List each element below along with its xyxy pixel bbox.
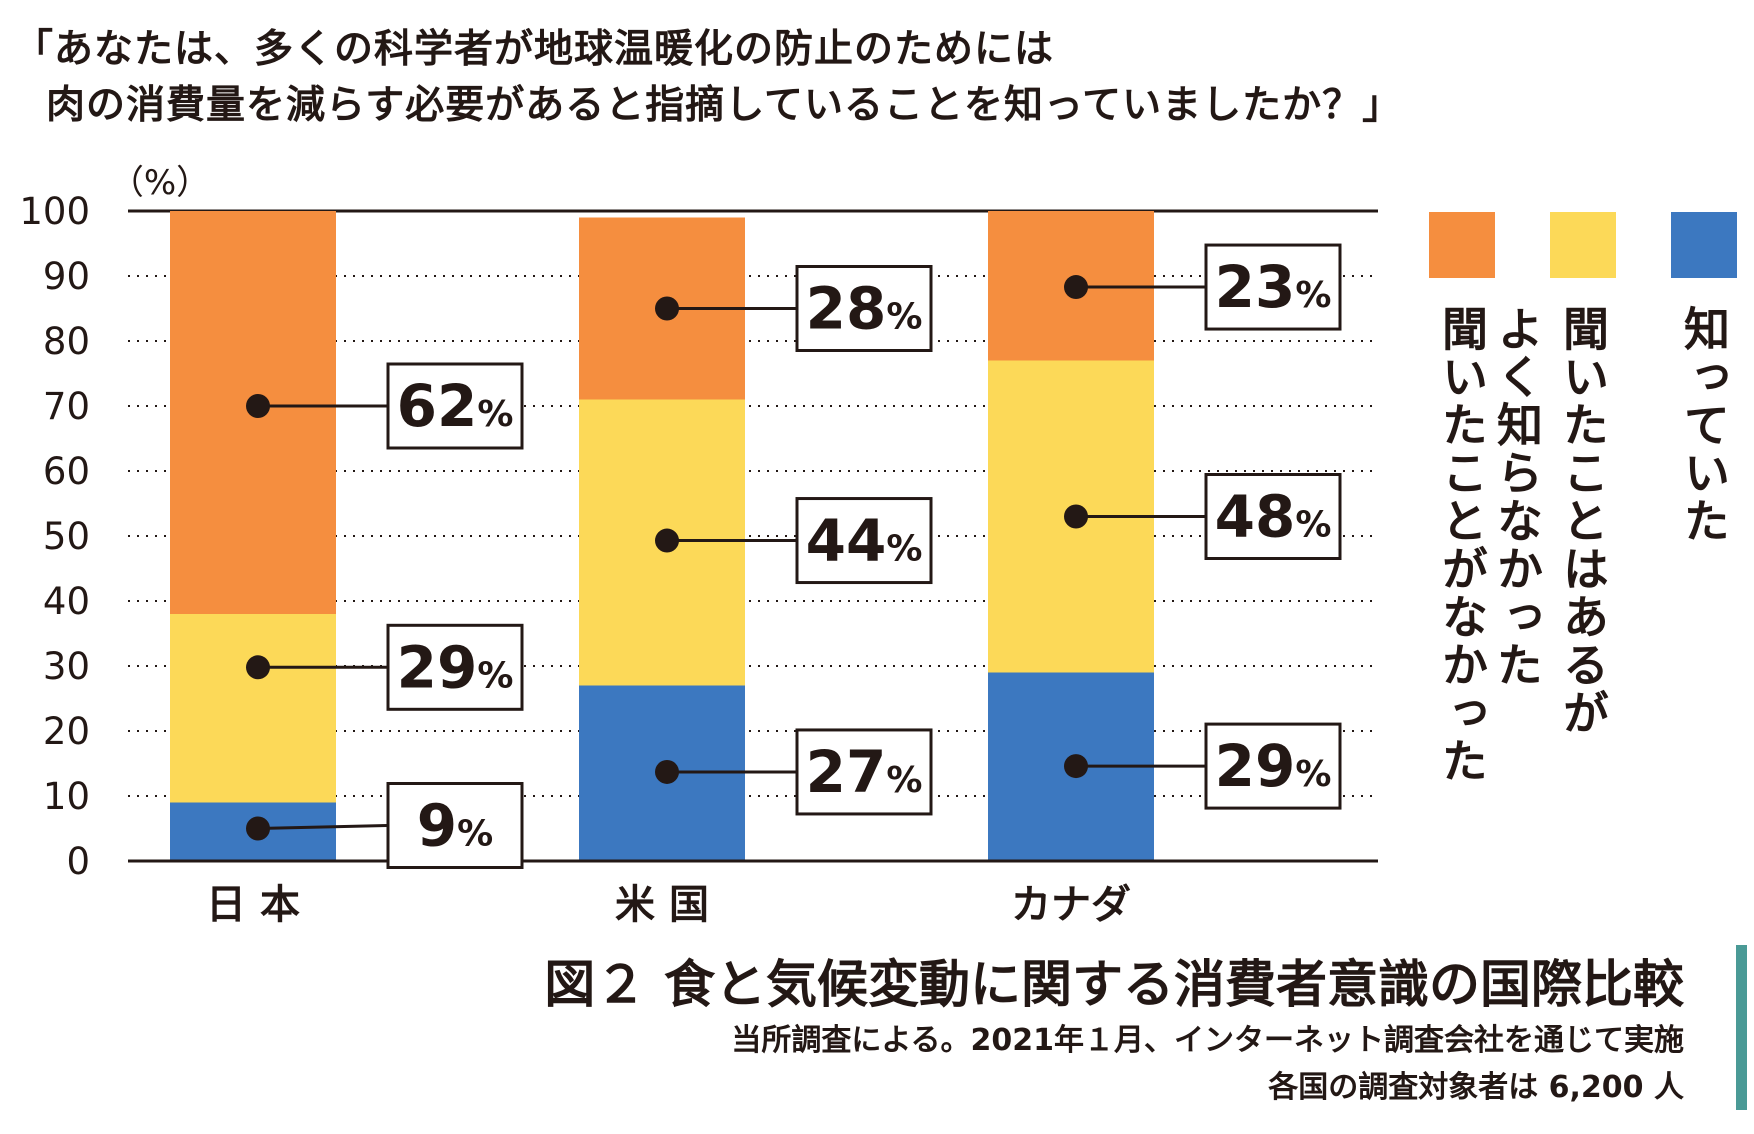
y-axis-unit: （%） [110, 163, 210, 203]
x-category-label: 日 本 [206, 882, 300, 928]
data-label: 23% [1215, 253, 1332, 321]
y-tick-label: 0 [66, 840, 90, 883]
survey-question: 「あなたは、多くの科学者が地球温暖化の防止のためには 肉の消費量を減らす必要があ… [14, 22, 1402, 134]
data-label: 9% [417, 792, 493, 860]
question-line-2: 肉の消費量を減らす必要があると指摘していることを知っていましたか？」 [46, 83, 1403, 128]
data-label-box [795, 265, 933, 352]
y-tick-label: 80 [43, 320, 90, 363]
y-tick-label: 70 [43, 385, 90, 428]
data-label-unit: % [457, 814, 493, 855]
data-label-value: 29 [397, 633, 478, 701]
data-label-value: 28 [806, 275, 887, 343]
legend-swatch-never-heard [1429, 212, 1495, 278]
data-label: 44% [806, 507, 923, 575]
data-label-unit: % [477, 655, 513, 696]
legend-label-heard-not-well-line-1: 聞いたことはあるが [1556, 305, 1610, 737]
y-tick-label: 20 [43, 710, 90, 753]
data-label: 29% [1215, 732, 1332, 800]
data-label-unit: % [886, 297, 922, 338]
data-label-value: 9 [417, 792, 457, 860]
data-point-dot [246, 394, 270, 418]
data-label-box [386, 782, 524, 869]
y-tick-label: 30 [43, 645, 90, 688]
data-label: 28% [806, 275, 923, 343]
data-label: 27% [806, 738, 923, 806]
figure-note-method: 当所調査による。2021年１月、インターネット調査会社を通じて実施 [731, 1023, 1684, 1058]
data-label-value: 48 [1215, 483, 1296, 551]
y-tick-label: 50 [43, 515, 90, 558]
question-line-1: 「あなたは、多くの科学者が地球温暖化の防止のためには [14, 27, 1055, 72]
y-tick-label: 10 [43, 775, 90, 818]
data-label-box [795, 497, 933, 585]
data-label: 29% [397, 633, 514, 701]
data-label-value: 62 [397, 372, 478, 440]
figure-title: 図２ 食と気候変動に関する消費者意識の国際比較 [544, 956, 1684, 1015]
data-label-unit: % [1295, 754, 1331, 795]
data-label-unit: % [1295, 275, 1331, 316]
data-point-dot [655, 296, 679, 321]
data-label-value: 29 [1215, 732, 1296, 800]
y-tick-label: 60 [43, 450, 90, 493]
figure-accent-bar [1736, 945, 1747, 1110]
data-point-dot [655, 759, 679, 784]
data-label-unit: % [477, 394, 513, 435]
legend-swatch-heard-not-well [1550, 212, 1616, 278]
data-label-box [386, 362, 524, 450]
data-label-unit: % [1295, 505, 1331, 546]
data-label-value: 27 [806, 738, 887, 806]
y-tick-label: 90 [43, 255, 90, 298]
data-point-dot [246, 655, 270, 680]
data-label-box [1204, 243, 1342, 331]
x-category-label: カナダ [1011, 882, 1131, 928]
data-label-box [386, 623, 524, 711]
legend-label-never-heard: 聞いたことがなかった [1435, 305, 1489, 785]
data-label-value: 44 [806, 507, 887, 575]
y-tick-label: 40 [43, 580, 90, 623]
data-point-dot [1064, 275, 1088, 300]
data-label-box [795, 728, 933, 816]
data-label: 62% [397, 372, 514, 440]
x-category-label: 米 国 [615, 882, 709, 928]
data-point-dot [655, 528, 679, 553]
stacked-bar-chart: （%）0102030405060708090100日 本米 国カナダ9%29%6… [19, 163, 1378, 928]
data-label-unit: % [886, 760, 922, 801]
legend-label-heard-not-well: 聞いたことはあるが よく知らなかった [1490, 305, 1616, 737]
data-label-leader [257, 824, 389, 830]
data-label: 48% [1215, 483, 1332, 551]
data-label-box [1204, 722, 1342, 810]
data-label-value: 23 [1215, 253, 1296, 321]
bar-segment [170, 614, 336, 803]
data-point-dot [1064, 504, 1088, 529]
y-tick-label: 100 [19, 190, 90, 233]
data-label-box [1204, 473, 1342, 560]
data-point-dot [1064, 754, 1088, 779]
data-label-unit: % [886, 529, 922, 570]
legend-swatch-knew [1671, 212, 1737, 278]
figure-note-sample: 各国の調査対象者は 6,200 人 [1268, 1070, 1684, 1105]
legend-label-heard-not-well-line-2: よく知らなかった [1490, 305, 1544, 689]
data-point-dot [246, 816, 270, 841]
legend-label-knew: 知っていた [1677, 305, 1731, 545]
